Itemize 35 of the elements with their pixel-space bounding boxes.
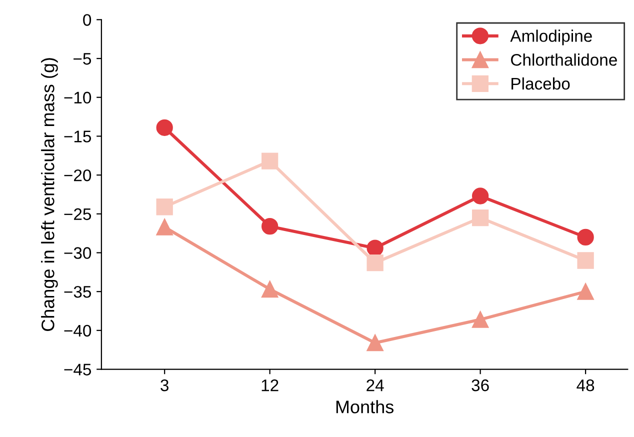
point	[261, 280, 278, 298]
y-tick-label: 0	[83, 14, 92, 26]
y-tick-label: −10	[64, 92, 92, 104]
point	[472, 209, 489, 226]
y-tick-label: −25	[64, 208, 92, 220]
point	[261, 152, 278, 170]
legend-label: Placebo	[512, 77, 570, 90]
point	[366, 240, 384, 256]
y-tick-label: −20	[64, 169, 92, 182]
y-tick-label: −30	[64, 247, 92, 259]
y-tick-label: −40	[64, 324, 92, 337]
y-tick-label: −35	[64, 286, 92, 298]
y-tick-label: −15	[64, 130, 92, 142]
point	[577, 252, 594, 269]
point	[156, 119, 173, 136]
legend-label: Chlorthalidone	[511, 54, 617, 66]
point	[261, 218, 278, 235]
y-tick-label: −45	[64, 364, 92, 376]
y-tick-label: −5	[74, 53, 92, 65]
x-tick-label: 36	[472, 379, 489, 392]
x-tick-label: 24	[366, 379, 384, 392]
y-axis-title: Change in left ventricular mass (g)	[41, 58, 58, 332]
point	[156, 198, 173, 216]
x-tick-label: 3	[160, 379, 168, 392]
point	[472, 311, 489, 328]
point	[577, 283, 594, 300]
point	[577, 228, 594, 246]
x-axis-title: Months	[336, 400, 394, 414]
point	[366, 334, 384, 352]
x-tick-label: 12	[262, 379, 278, 392]
legend-label: Amlodipine	[510, 30, 592, 46]
point	[472, 188, 489, 204]
x-tick-label: 48	[576, 379, 594, 392]
point	[156, 218, 173, 236]
point	[366, 254, 384, 272]
